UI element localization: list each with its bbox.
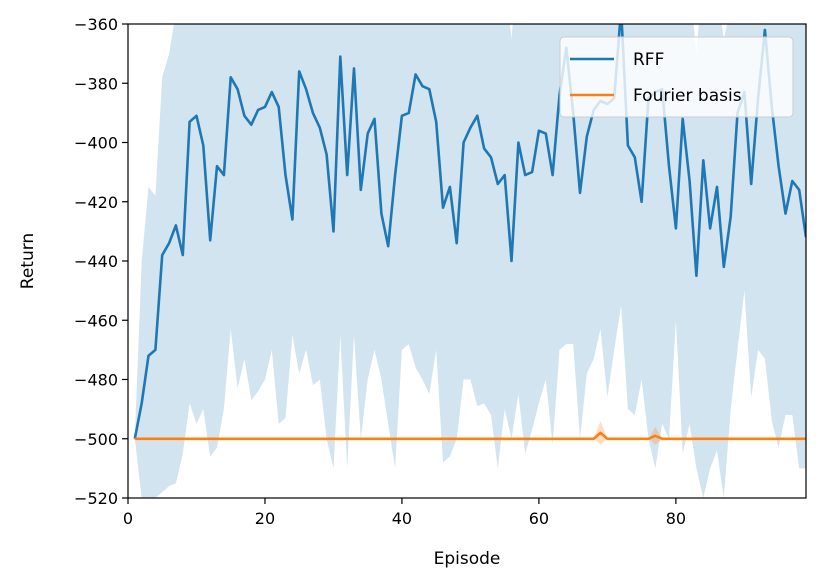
y-tick-label: −440 — [74, 252, 118, 271]
y-tick-label: −420 — [74, 193, 118, 212]
x-tick-label: 20 — [255, 509, 275, 528]
rff-confidence-band — [134, 24, 806, 498]
y-tick-label: −520 — [74, 489, 118, 508]
rff-line — [133, 24, 806, 440]
x-axis: 0 20 40 60 80 — [123, 498, 686, 528]
y-axis-title: Return — [18, 233, 38, 289]
fourier-basis-line — [134, 431, 806, 441]
x-tick-label: 0 — [123, 509, 133, 528]
x-tick-label: 60 — [529, 509, 549, 528]
y-tick-label: −380 — [74, 74, 118, 93]
x-tick-label: 80 — [666, 509, 686, 528]
y-axis: −360 −380 −400 −420 −440 −460 −480 −500 −520 — [74, 15, 128, 508]
series-lines — [133, 24, 806, 441]
confidence-bands — [134, 24, 806, 498]
y-tick-label: −480 — [74, 371, 118, 390]
y-tick-label: −500 — [74, 430, 118, 449]
legend-label-rff: RFF — [633, 50, 664, 70]
legend: RFF Fourier basis — [559, 36, 794, 118]
x-axis-title: Episode — [434, 549, 501, 569]
legend-box — [559, 36, 794, 118]
x-tick-label: 40 — [392, 509, 412, 528]
y-tick-label: −360 — [74, 15, 118, 34]
y-tick-label: −400 — [74, 134, 118, 153]
legend-label-fourier-basis: Fourier basis — [633, 86, 742, 106]
y-tick-label: −460 — [74, 311, 118, 330]
